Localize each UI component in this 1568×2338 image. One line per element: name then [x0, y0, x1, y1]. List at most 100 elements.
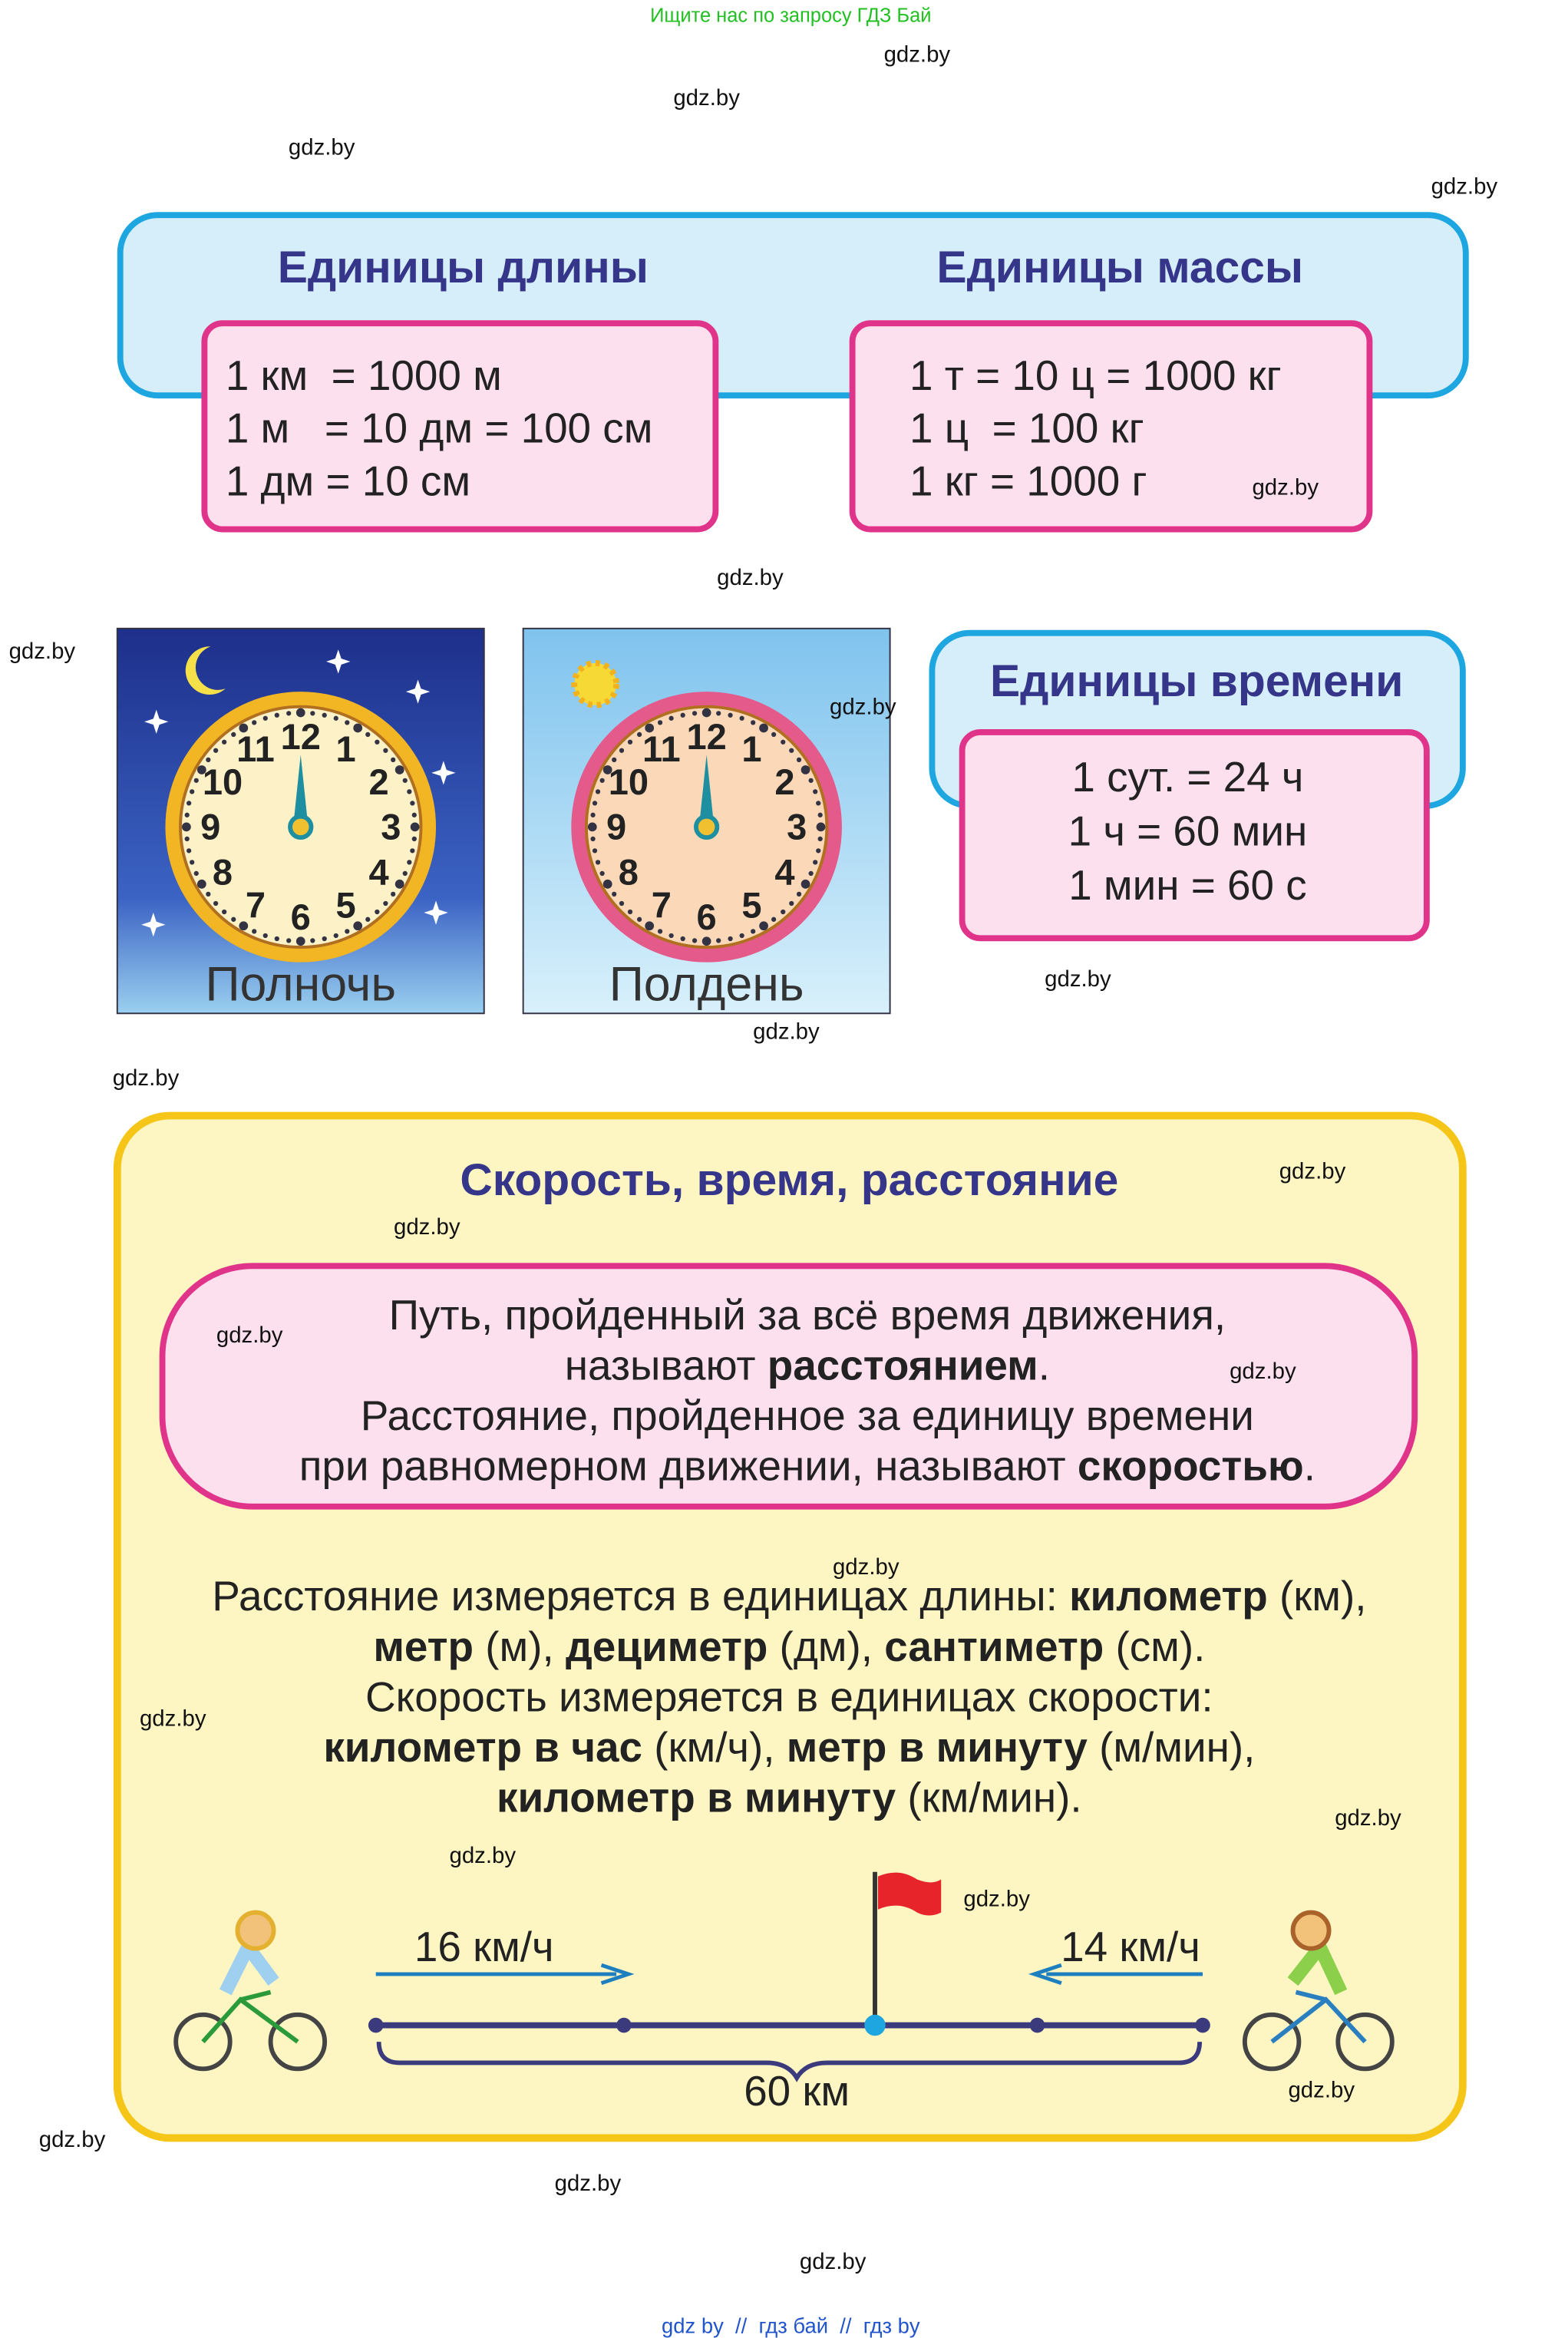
watermark: gdz.by	[1335, 1805, 1401, 1831]
clock-dot	[222, 909, 227, 915]
measurement-line-run: (м),	[474, 1623, 566, 1670]
definition-line-run: называют	[565, 1342, 767, 1389]
point	[368, 2017, 384, 2033]
clock-dot	[353, 723, 363, 733]
watermark: gdz.by	[1252, 474, 1319, 500]
clock-dot	[739, 715, 744, 721]
time-line: 1 ч = 60 мин	[1068, 807, 1308, 855]
search-note: Ищите нас по запросу ГДЗ Бай	[650, 5, 931, 26]
clock-dot	[751, 720, 756, 725]
watermark: gdz.by	[753, 1019, 820, 1044]
time-line: 1 мин = 60 с	[1068, 861, 1306, 909]
clock-number: 9	[200, 807, 220, 847]
clock-dot	[391, 891, 396, 897]
clock-number: 7	[652, 884, 672, 925]
star	[424, 900, 448, 925]
clock-dot	[365, 916, 371, 922]
clock-dot	[206, 757, 211, 763]
clock-number: 4	[774, 851, 794, 892]
clock-number: 7	[246, 884, 266, 925]
clock-dot	[206, 891, 211, 897]
watermark: gdz.by	[1230, 1359, 1296, 1384]
clock-dot	[375, 739, 380, 745]
measurement-line-run: (км),	[1268, 1573, 1367, 1620]
clock-dot	[595, 789, 601, 794]
clock-number: 10	[203, 761, 243, 802]
midnight-label: Полночь	[206, 958, 396, 1012]
definition-line: Расстояние, пройденное за единицу времен…	[361, 1392, 1254, 1440]
clock-dot	[781, 909, 786, 915]
clock-dot	[759, 921, 768, 931]
clock-dot	[262, 715, 268, 721]
measurement-line-run: Скорость измеряется в единицах скорости:	[365, 1673, 1213, 1721]
definition-line: при равномерном движении, называют скоро…	[299, 1442, 1315, 1490]
clock-dot	[262, 933, 268, 939]
clock-dot	[602, 879, 612, 889]
definition-box	[159, 1263, 1418, 1510]
clock-dot	[286, 711, 292, 716]
footer-links[interactable]: gdz by // гдз бай // гдз by	[662, 2313, 920, 2337]
clock-dot	[184, 836, 190, 842]
definition-line-run: .	[1304, 1442, 1315, 1490]
length-box	[201, 320, 719, 533]
clock-dot	[295, 936, 305, 946]
watermark: gdz.by	[1431, 174, 1498, 200]
time-title: Единицы времени	[990, 656, 1403, 706]
watermark: gdz.by	[1279, 1159, 1346, 1184]
clock-dot	[411, 836, 417, 842]
watermark: gdz.by	[140, 1706, 206, 1732]
clock-number: 3	[381, 807, 401, 847]
measurement-line-run: километр	[1069, 1573, 1268, 1620]
clock-dot	[310, 938, 315, 943]
clock-dot	[813, 860, 818, 865]
clock-number: 6	[291, 897, 311, 937]
clock-dot	[751, 929, 756, 934]
moon	[185, 646, 226, 695]
clock-dot	[801, 765, 810, 774]
clock-dot	[771, 731, 777, 738]
clock-dot	[636, 731, 642, 738]
star	[326, 649, 351, 674]
clock-hand	[698, 755, 715, 827]
watermark: gdz.by	[800, 2249, 867, 2274]
clock-dot	[796, 757, 802, 763]
measurement-line-run: километр в час	[323, 1724, 642, 1772]
clock-dot	[239, 921, 249, 931]
clock-dot	[590, 836, 596, 842]
clock-dot	[801, 879, 810, 889]
clock-dot	[394, 765, 404, 774]
clock-dot	[668, 933, 674, 939]
measurement-line-run: (км/мин).	[896, 1774, 1082, 1821]
clock-dot	[407, 789, 412, 794]
clock-dot	[592, 801, 598, 806]
measurement-line: Скорость измеряется в единицах скорости:	[365, 1673, 1213, 1721]
clock-dot	[816, 801, 821, 806]
clock-dot	[599, 778, 605, 783]
measurement-line: километр в минуту (км/мин).	[497, 1774, 1082, 1821]
point	[616, 2017, 632, 2033]
definition-line-run: при равномерном движении, называют	[299, 1442, 1078, 1490]
measurement-line-run: километр в минуту	[497, 1774, 896, 1821]
clock-dot	[184, 812, 190, 817]
clock-dot	[190, 860, 195, 865]
clock-dot	[701, 936, 711, 946]
definition-line-run: расстоянием	[767, 1342, 1038, 1389]
clock-dot	[657, 929, 663, 934]
length-line: 1 км = 1000 м	[226, 352, 502, 399]
clock-number: 1	[335, 728, 355, 769]
watermark: gdz.by	[673, 85, 740, 111]
clock-dot	[252, 929, 257, 934]
mass-line: 1 кг = 1000 г	[909, 457, 1147, 504]
clock-dot	[636, 916, 642, 922]
clock-dot	[657, 720, 663, 725]
measurement-line: километр в час (км/ч), метр в минуту (м/…	[323, 1724, 1255, 1772]
clock-dot	[590, 812, 596, 817]
clock-dot	[716, 938, 721, 943]
clock-dot	[716, 711, 721, 716]
clock-dot	[817, 812, 823, 817]
flag	[877, 1872, 942, 1916]
point	[1029, 2017, 1045, 2033]
clock-dot	[345, 720, 350, 725]
measurement-line-run: дециметр	[566, 1623, 767, 1670]
meeting-point	[864, 2014, 886, 2036]
